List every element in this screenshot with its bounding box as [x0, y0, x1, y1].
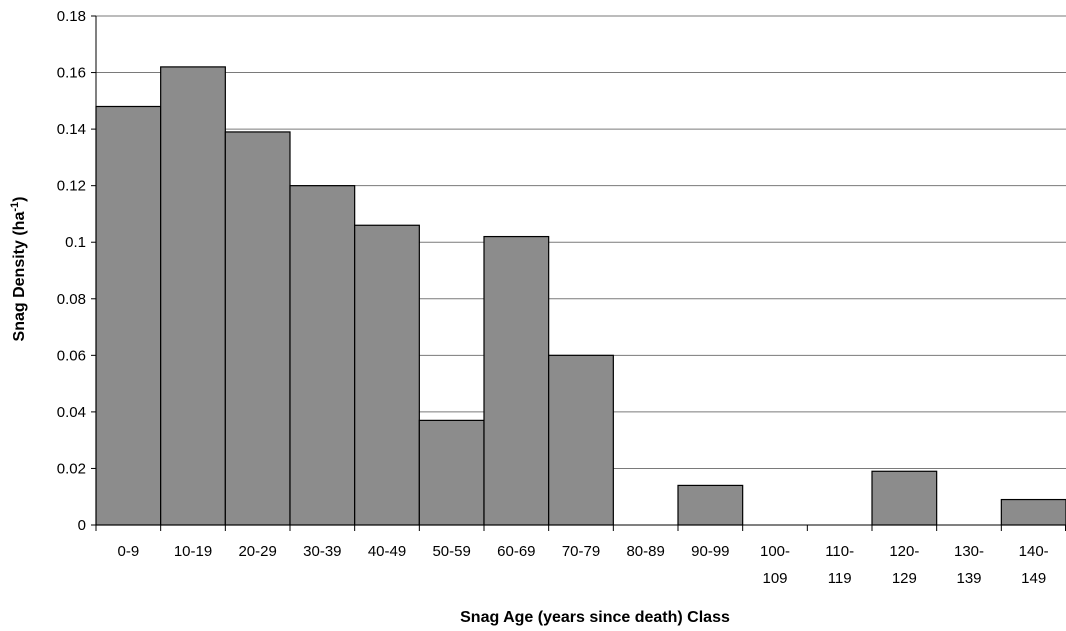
x-tick-label-line2: 129: [892, 570, 917, 587]
x-axis-title: Snag Age (years since death) Class: [460, 609, 730, 626]
y-tick-label: 0.08: [57, 291, 86, 308]
x-tick-label-line2: 109: [762, 570, 787, 587]
x-tick-label: 0-9: [117, 543, 139, 560]
x-tick-label: 80-89: [626, 543, 664, 560]
y-tick-label: 0.14: [57, 121, 86, 138]
x-tick-label: 10-19: [174, 543, 212, 560]
bar: [1000, 498, 1066, 526]
x-tick-label: 50-59: [432, 543, 470, 560]
bar: [483, 235, 550, 526]
x-tick-label: 60-69: [497, 543, 535, 560]
y-axis-title: Snag Density (ha-1): [9, 197, 28, 342]
y-tick-label: 0.06: [57, 347, 86, 364]
y-tick-label: 0.04: [57, 404, 86, 421]
x-tick-label: 130-: [954, 543, 984, 560]
x-tick-labels: 0-9 10-19 20-29 30-39 40-49 50-59 60-69 70-79 80…: [117, 543, 1048, 587]
y-tick-label: 0: [78, 517, 86, 534]
bar: [160, 66, 226, 526]
bar: [224, 131, 291, 526]
y-axis-title-close: ): [11, 197, 28, 202]
y-axis-title-main: Snag Density (ha: [11, 212, 28, 342]
x-tick-label: 140-: [1019, 543, 1049, 560]
axes: [91, 15, 1066, 531]
x-tick-label: 100-: [760, 543, 790, 560]
x-tick-label: 120-: [889, 543, 919, 560]
bar: [354, 224, 420, 526]
x-tick-label-line2: 139: [956, 570, 981, 587]
y-tick-label: 0.1: [65, 234, 86, 251]
x-tick-label: 110-: [825, 543, 854, 560]
bar: [289, 185, 356, 526]
y-tick-label: 0.18: [57, 8, 86, 25]
bars: [95, 66, 1066, 526]
x-tick-label: 90-99: [691, 543, 729, 560]
x-tick-label: 70-79: [562, 543, 600, 560]
x-tick-label: 30-39: [303, 543, 341, 560]
y-axis-title-superscript: -1: [9, 202, 21, 212]
x-tick-label: 40-49: [368, 543, 406, 560]
bar: [677, 484, 744, 526]
bar: [95, 105, 162, 526]
y-tick-label: 0.02: [57, 460, 86, 477]
bar: [418, 419, 485, 526]
x-tick-label-line2: 119: [828, 570, 852, 587]
x-tick-label-line2: 149: [1021, 570, 1046, 587]
y-tick-label: 0.16: [57, 65, 86, 82]
y-tick-label: 0.12: [57, 178, 86, 195]
x-tick-label: 20-29: [238, 543, 276, 560]
bar: [871, 470, 938, 526]
bar: [548, 354, 614, 526]
y-tick-labels: 0 0.02 0.04 0.06 0.08 0.1 0.12 0.14 0.16 0.18: [57, 8, 86, 534]
